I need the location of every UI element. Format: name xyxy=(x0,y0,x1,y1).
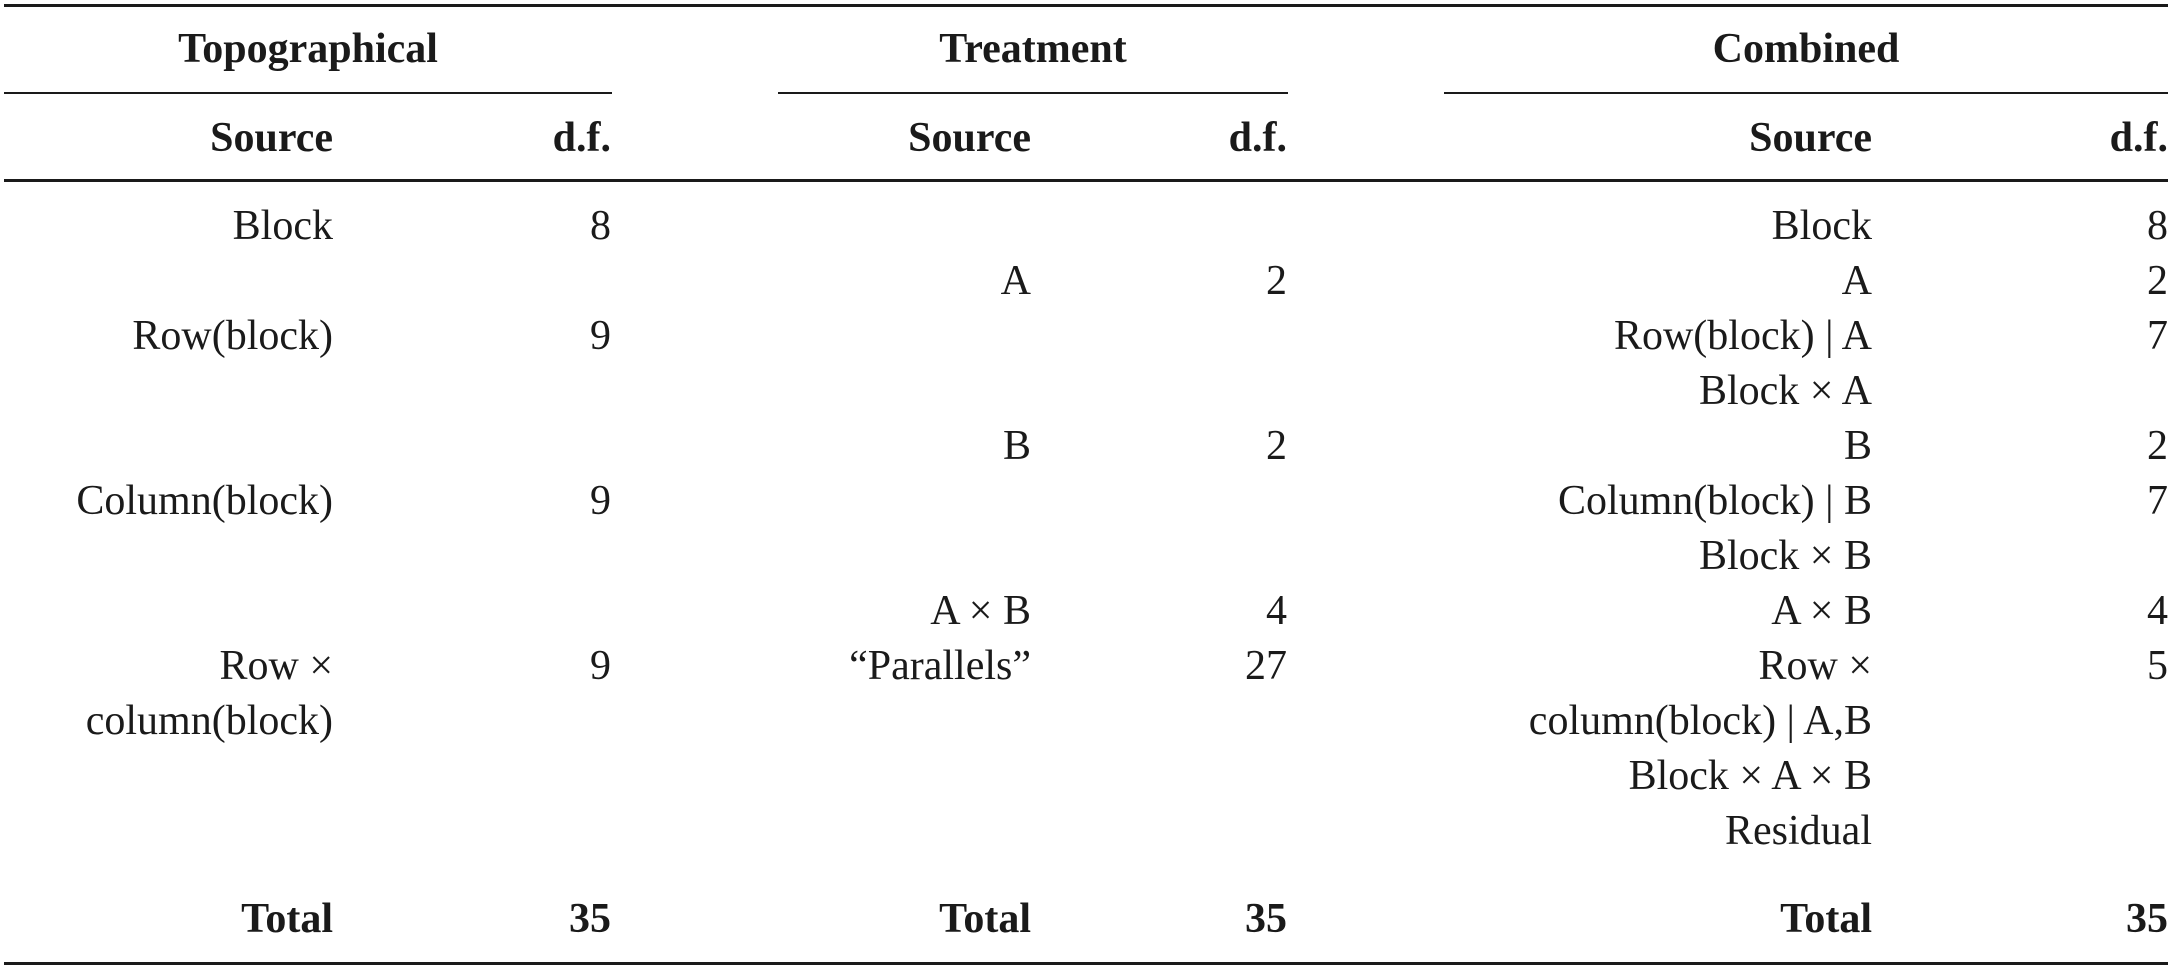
topo-total-df: 35 xyxy=(569,896,611,942)
top-rule xyxy=(4,4,2168,7)
comb-df-block: 8 xyxy=(2147,203,2168,249)
group-header-combined: Combined xyxy=(1712,26,1900,72)
comb-source-column-block-b: Column(block) | B xyxy=(1557,478,1872,524)
treat-source-a: A xyxy=(1000,258,1031,304)
treat-source-parallels: “Parallels” xyxy=(849,643,1031,689)
comb-source-block-x-a: Block × A xyxy=(1698,368,1872,414)
comb-source-a-x-b: A × B xyxy=(1771,588,1872,634)
comb-df-row-x-column: 5 xyxy=(2147,643,2168,689)
comb-df-header: d.f. xyxy=(2109,115,2168,161)
topo-source-column-block: Column(block) xyxy=(76,478,333,524)
bottom-rule xyxy=(4,962,2168,965)
comb-group-rule xyxy=(1444,92,2168,94)
treat-df-header: d.f. xyxy=(1228,115,1287,161)
comb-source-b: B xyxy=(1843,423,1872,469)
topo-source-column-block-cont: column(block) xyxy=(85,698,333,744)
treat-df-parallels: 27 xyxy=(1245,643,1287,689)
treat-source-a-x-b: A × B xyxy=(930,588,1031,634)
comb-source-column-block-ab: column(block) | A,B xyxy=(1528,698,1872,744)
topo-total-label: Total xyxy=(241,896,333,942)
comb-source-row-x: Row × xyxy=(1758,643,1872,689)
comb-source-a: A xyxy=(1841,258,1872,304)
topo-source-header: Source xyxy=(210,115,333,161)
topo-df-row-block: 9 xyxy=(590,313,611,359)
topo-df-block: 8 xyxy=(590,203,611,249)
comb-df-a-x-b: 4 xyxy=(2147,588,2168,634)
comb-total-label: Total xyxy=(1780,896,1872,942)
topo-group-rule xyxy=(4,92,612,94)
treat-df-a-x-b: 4 xyxy=(1266,588,1287,634)
treat-total-df: 35 xyxy=(1245,896,1287,942)
comb-df-b: 2 xyxy=(2147,423,2168,469)
treat-group-rule xyxy=(778,92,1288,94)
comb-df-column-block-b: 7 xyxy=(2147,478,2168,524)
topo-source-row-block: Row(block) xyxy=(132,313,333,359)
comb-df-row-block-a: 7 xyxy=(2147,313,2168,359)
header-rule xyxy=(4,179,2168,182)
topo-source-row-x: Row × xyxy=(219,643,333,689)
treat-total-label: Total xyxy=(939,896,1031,942)
comb-df-a: 2 xyxy=(2147,258,2168,304)
comb-total-df: 35 xyxy=(2126,896,2168,942)
comb-source-block-x-b: Block × B xyxy=(1698,533,1872,579)
topo-source-block: Block xyxy=(232,203,333,249)
comb-source-block-x-a-x-b: Block × A × B xyxy=(1628,753,1872,799)
comb-source-block: Block xyxy=(1771,203,1872,249)
comb-source-residual: Residual xyxy=(1725,808,1872,854)
treat-df-a: 2 xyxy=(1266,258,1287,304)
topo-df-header: d.f. xyxy=(552,115,611,161)
comb-source-header: Source xyxy=(1749,115,1872,161)
treat-source-b: B xyxy=(1002,423,1031,469)
group-header-topographical: Topographical xyxy=(178,26,438,72)
topo-df-column-block: 9 xyxy=(590,478,611,524)
group-header-treatment: Treatment xyxy=(939,26,1127,72)
topo-df-row-x-column: 9 xyxy=(590,643,611,689)
treat-df-b: 2 xyxy=(1266,423,1287,469)
treat-source-header: Source xyxy=(908,115,1031,161)
comb-source-row-block-a: Row(block) | A xyxy=(1613,313,1872,359)
